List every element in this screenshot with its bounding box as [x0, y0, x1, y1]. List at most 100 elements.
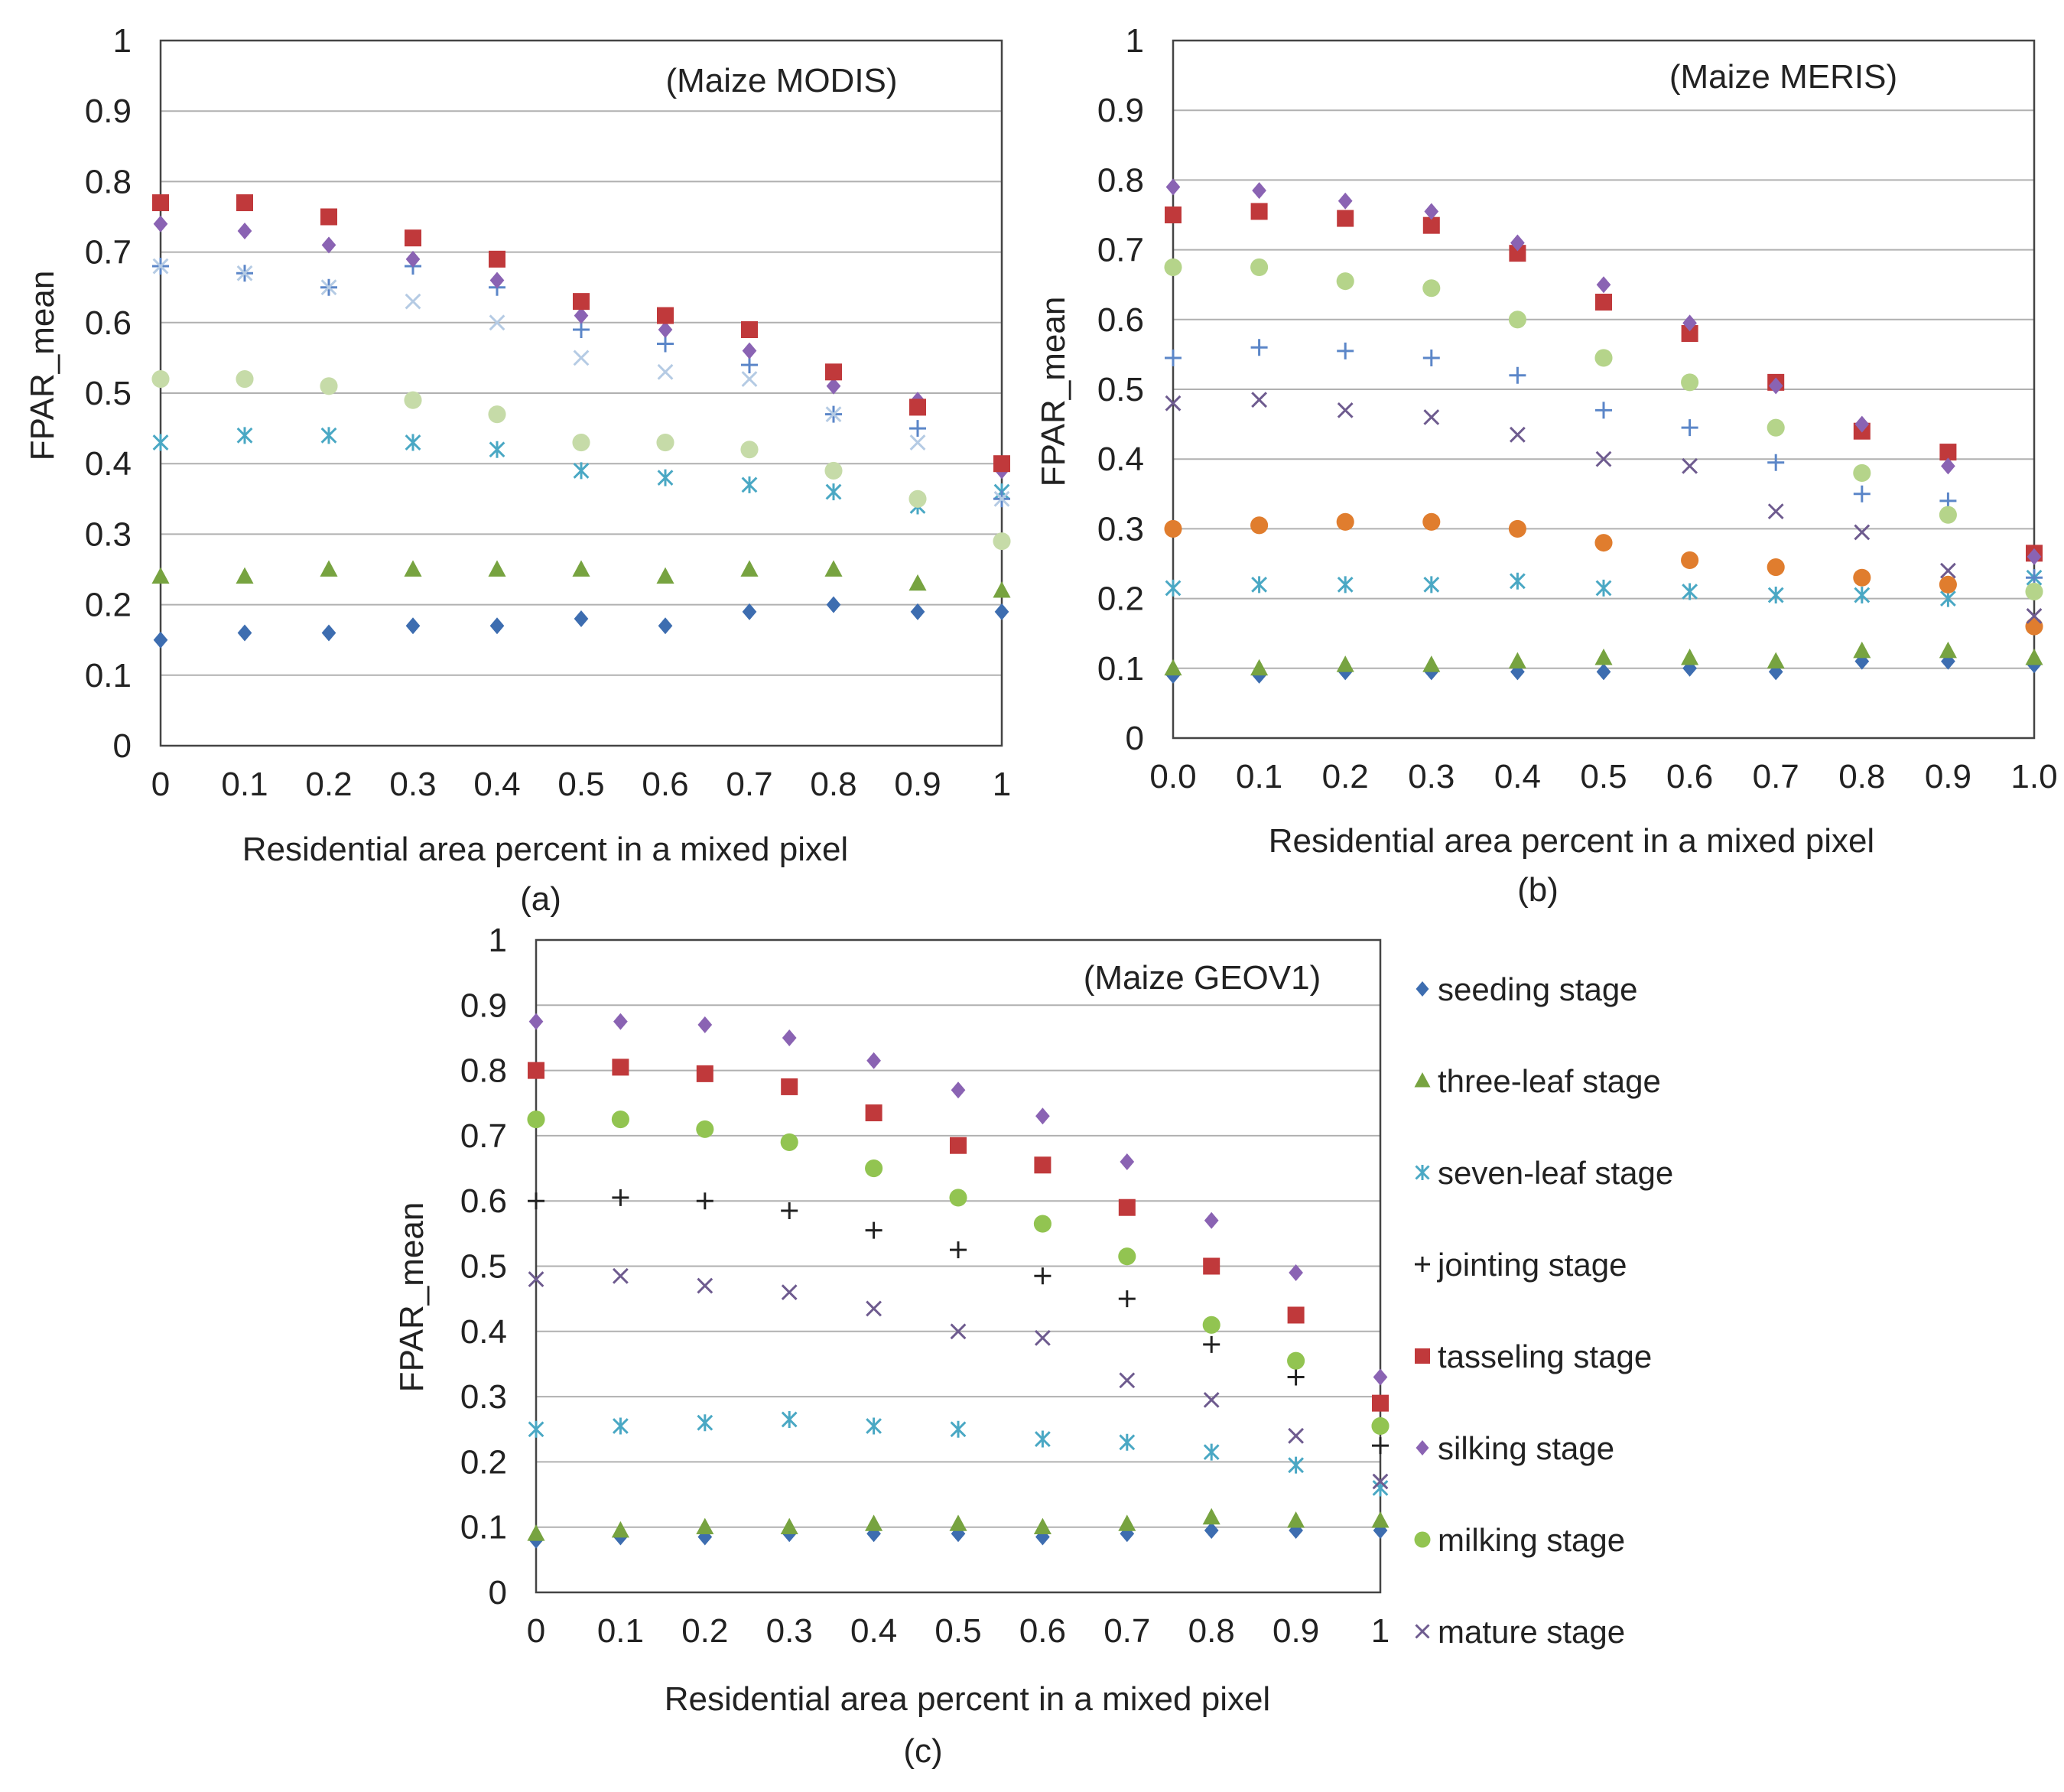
data-point — [1422, 655, 1441, 672]
data-point — [1034, 1267, 1052, 1285]
y-tick-label: 0.3 — [460, 1378, 507, 1416]
y-tick-label: 0.6 — [1097, 301, 1144, 339]
y-tick-label: 0.5 — [1097, 371, 1144, 408]
data-point — [1596, 663, 1611, 681]
legend-entry: milking stage — [1414, 1522, 1625, 1558]
data-point — [236, 194, 253, 212]
data-point — [321, 236, 336, 254]
data-point — [1682, 457, 1698, 474]
y-tick-label: 0.6 — [85, 304, 132, 342]
data-point — [825, 406, 842, 423]
y-tick-label: 0.5 — [85, 375, 132, 412]
y-tick-label: 0.4 — [1097, 441, 1144, 478]
data-point — [1372, 1473, 1389, 1490]
data-point — [1595, 294, 1612, 311]
data-point — [1250, 258, 1269, 276]
data-point — [573, 293, 590, 311]
data-point — [528, 1062, 544, 1079]
data-point — [528, 1013, 544, 1030]
data-point — [1165, 207, 1182, 223]
y-tick-label: 0.2 — [85, 587, 132, 624]
data-point — [1287, 1351, 1305, 1370]
data-point — [2026, 607, 2043, 624]
legend-label: seven-leaf stage — [1438, 1155, 1673, 1191]
data-point — [1118, 1198, 1136, 1216]
x-tick-label: 0.7 — [726, 766, 772, 803]
series-three-leaf-stage — [1164, 641, 2043, 676]
data-point — [1118, 1290, 1136, 1308]
data-point — [152, 434, 169, 451]
y-tick-label: 0.1 — [85, 657, 132, 694]
data-point — [527, 1111, 545, 1129]
series-milking-stage — [151, 370, 1011, 551]
y-tick-label: 0.5 — [460, 1248, 507, 1286]
x-tick-label: 0.2 — [681, 1612, 728, 1650]
data-point — [1767, 418, 1785, 437]
data-point — [612, 1059, 629, 1076]
data-point — [1164, 519, 1182, 538]
data-point — [151, 567, 170, 584]
series-silking-stage — [1165, 178, 2042, 565]
panel-label: (b) — [1517, 871, 1559, 909]
legend-entry: seven-leaf stage — [1415, 1155, 1673, 1191]
x-tick-label: 0.6 — [1019, 1612, 1066, 1650]
data-point — [237, 222, 252, 239]
y-tick-label: 0.3 — [1097, 510, 1144, 548]
data-point — [697, 1277, 713, 1294]
data-point — [1034, 1156, 1052, 1174]
legend-entry: silking stage — [1416, 1430, 1614, 1466]
data-point — [1594, 534, 1613, 552]
x-tick-label: 0.6 — [642, 766, 688, 803]
data-point — [320, 208, 337, 226]
x-tick-label: 1.0 — [2010, 758, 2057, 795]
data-point — [528, 1271, 544, 1287]
x-tick-label: 0.3 — [389, 766, 436, 803]
data-point — [741, 356, 758, 374]
data-point — [951, 1081, 966, 1099]
data-point — [1288, 1456, 1305, 1474]
data-point — [781, 1284, 798, 1301]
chart-title: (Maize GEOV1) — [1084, 959, 1321, 997]
data-point — [2025, 617, 2043, 636]
data-point — [780, 1517, 798, 1535]
y-tick-label: 0.1 — [1097, 650, 1144, 688]
y-tick-label: 0.7 — [1097, 232, 1144, 269]
data-point — [1202, 1507, 1221, 1525]
data-point — [489, 272, 505, 289]
data-point — [741, 321, 758, 339]
y-tick-label: 0.6 — [460, 1182, 507, 1220]
data-point — [657, 335, 674, 353]
series-seeding-stage — [153, 596, 1009, 649]
data-point — [1767, 454, 1785, 471]
data-point — [781, 1078, 798, 1095]
data-point — [1594, 649, 1613, 665]
legend: seeding stage three-leaf stage seven-leaf … — [1414, 971, 1673, 1650]
legend-entry: three-leaf stage — [1414, 1063, 1661, 1099]
data-point — [1853, 463, 1871, 482]
x-axis-label: Residential area percent in a mixed pixe… — [665, 1680, 1270, 1718]
y-tick-label: 0 — [1126, 720, 1144, 757]
data-point — [1682, 314, 1697, 332]
series-tasseling-stage — [152, 194, 1010, 473]
data-point — [404, 391, 422, 409]
data-point — [1595, 402, 1612, 419]
data-point — [865, 1159, 883, 1178]
data-point — [1853, 568, 1871, 587]
data-point — [612, 1417, 629, 1435]
x-axis-label: Residential area percent in a mixed pixe… — [242, 831, 848, 868]
data-point — [1509, 426, 1526, 443]
data-point — [909, 434, 926, 450]
data-point — [1508, 652, 1526, 669]
data-point — [658, 617, 673, 635]
data-point — [1338, 192, 1353, 210]
chart-panel-maize-meris: (Maize MERIS) FPAR_mean Residential area… — [1035, 22, 2058, 909]
legend-entry: seeding stage — [1416, 971, 1638, 1007]
data-point — [1424, 203, 1439, 220]
data-point — [781, 1202, 798, 1219]
legend-label: milking stage — [1438, 1522, 1625, 1558]
y-tick-label: 0.2 — [460, 1443, 507, 1481]
series-seven-leaf-stage — [1165, 569, 2043, 607]
series-mature-stage — [1165, 392, 2043, 624]
x-tick-label: 1 — [1371, 1612, 1390, 1650]
data-point — [1594, 349, 1613, 367]
